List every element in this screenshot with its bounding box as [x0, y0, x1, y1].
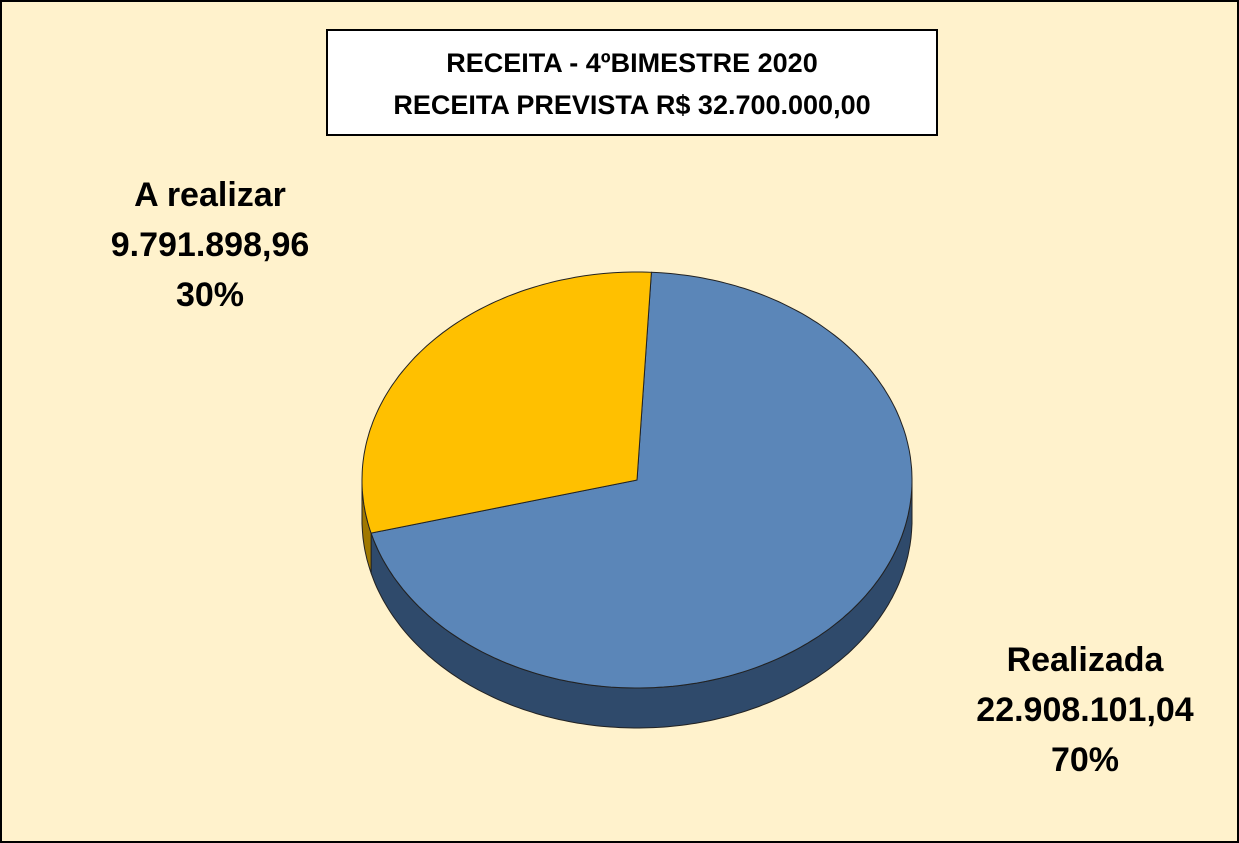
chart-subtitle: RECEITA PREVISTA R$ 32.700.000,00 — [393, 90, 870, 120]
pie — [361, 271, 913, 729]
slice-label: Realizada — [1007, 641, 1165, 679]
slice-value-label: 9.791.898,96 — [111, 226, 310, 264]
slice-percent-label: 30% — [176, 276, 244, 314]
slice-label: A realizar — [134, 176, 286, 214]
slice-percent-label: 70% — [1051, 741, 1119, 779]
pie-slice — [361, 271, 652, 534]
title-box — [326, 29, 938, 136]
slice-value-label: 22.908.101,04 — [976, 691, 1194, 729]
pie-slice — [370, 271, 913, 689]
chart-title: RECEITA - 4ºBIMESTRE 2020 — [446, 48, 817, 78]
